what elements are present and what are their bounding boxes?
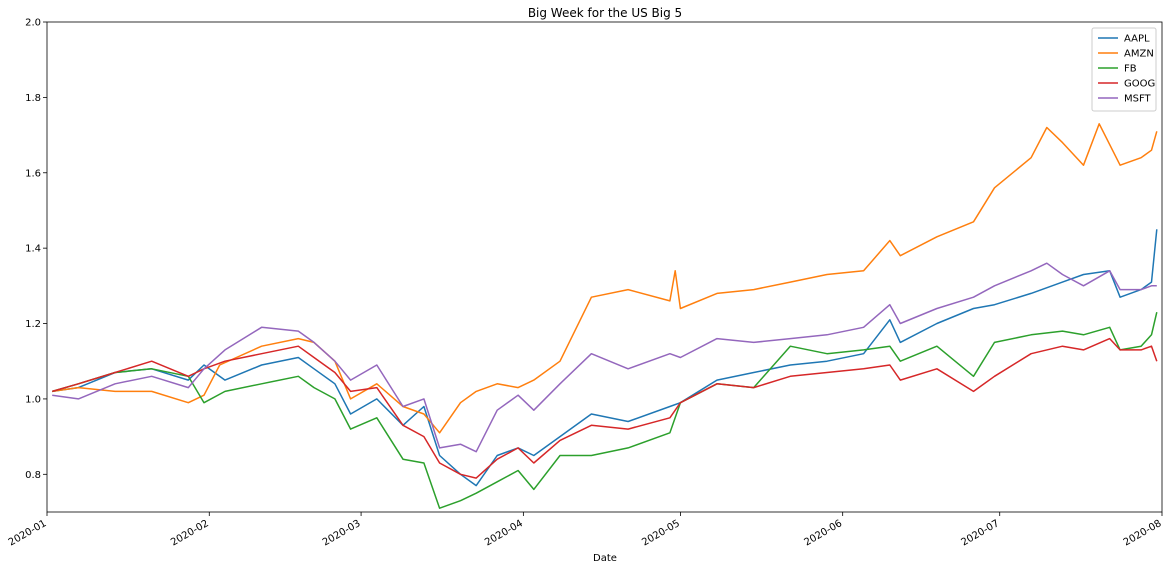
legend: AAPL AMZN FB GOOG MSFT xyxy=(1091,27,1157,112)
legend-label-fb: FB xyxy=(1124,64,1137,75)
x-tick-label: 2020-08 xyxy=(1122,518,1164,548)
y-tick-label: 1.6 xyxy=(25,168,41,179)
legend-label-msft: MSFT xyxy=(1124,94,1152,105)
y-tick-label: 1.4 xyxy=(25,244,41,255)
x-tick-label: 2020-01 xyxy=(7,518,49,548)
legend-label-aapl: AAPL xyxy=(1124,34,1150,45)
series-line-goog xyxy=(51,337,1158,479)
x-axis-label: Date xyxy=(593,553,617,564)
x-tick-label: 2020-06 xyxy=(802,518,844,548)
y-tick-label: 1.0 xyxy=(25,394,41,405)
series-line-msft xyxy=(52,262,1157,453)
series-layer xyxy=(51,123,1158,509)
series-line-amzn xyxy=(52,123,1158,434)
x-axis: 2020-01 2020-02 2020-03 2020-04 2020-05 2020-… xyxy=(7,512,1164,548)
y-tick-label: 0.8 xyxy=(25,470,41,481)
x-tick-label: 2020-02 xyxy=(169,518,211,548)
y-tick-label: 2.0 xyxy=(25,18,41,29)
x-tick-label: 2020-03 xyxy=(321,518,363,548)
x-tick-label: 2020-07 xyxy=(960,518,1002,548)
legend-label-amzn: AMZN xyxy=(1124,49,1154,60)
y-tick-label: 1.8 xyxy=(25,93,41,104)
chart-title: Big Week for the US Big 5 xyxy=(528,6,682,20)
y-axis: 0.8 1.0 1.2 1.4 1.6 1.8 2.0 xyxy=(25,18,47,481)
series-line-fb xyxy=(51,312,1158,509)
x-tick-label: 2020-04 xyxy=(483,518,525,548)
legend-box xyxy=(1091,27,1157,112)
y-tick-label: 1.2 xyxy=(25,319,41,330)
series-line-aapl xyxy=(52,229,1158,487)
legend-label-goog: GOOG xyxy=(1124,79,1155,90)
x-tick-label: 2020-05 xyxy=(640,518,682,548)
plot-frame xyxy=(46,21,1163,513)
